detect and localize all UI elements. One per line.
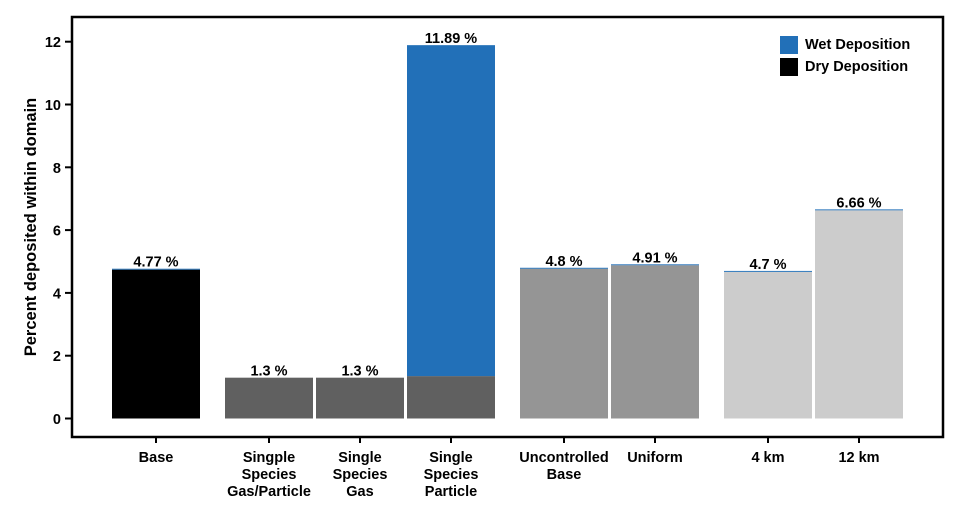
y-tick-label-12: 12: [45, 35, 61, 51]
legend-item-wet: Wet Deposition: [780, 34, 910, 56]
plot-frame: [70, 15, 945, 439]
data-label-0: 4.77 %: [133, 255, 178, 271]
legend-label-dry: Dry Deposition: [805, 59, 909, 75]
data-label-7: 6.66 %: [836, 195, 881, 211]
x-tick-label-3-1: Species: [424, 467, 479, 483]
bar-wet-3: [407, 45, 495, 377]
x-tick-label-4-1: Base: [547, 467, 582, 483]
legend-label-wet: Wet Deposition: [805, 37, 911, 53]
x-tick-label-6-0: 4 km: [751, 450, 784, 466]
bar-dry-1: [225, 377, 313, 419]
y-tick-label-10: 10: [45, 98, 61, 114]
x-tick-label-2-0: Single: [338, 450, 382, 466]
bar-dry-7: [815, 210, 903, 419]
legend: Wet Deposition Dry Deposition: [780, 34, 910, 78]
x-tick-label-5-0: Uniform: [627, 450, 683, 466]
legend-swatch-wet: [780, 36, 798, 54]
x-tick-label-3-2: Particle: [425, 484, 477, 500]
y-tick-label-8: 8: [53, 161, 61, 177]
data-label-6: 4.7 %: [749, 257, 786, 273]
y-tick-label-6: 6: [53, 224, 61, 240]
x-tick-label-7-0: 12 km: [838, 450, 879, 466]
x-tick-label-2-2: Gas: [346, 484, 373, 500]
bar-wet-5: [611, 264, 699, 266]
bar-dry-3: [407, 376, 495, 419]
bar-dry-6: [724, 271, 812, 419]
bar-wet-0: [112, 268, 200, 270]
data-label-2: 1.3 %: [341, 364, 378, 380]
bar-dry-4: [520, 268, 608, 419]
bar-dry-5: [611, 265, 699, 419]
legend-item-dry: Dry Deposition: [780, 56, 910, 78]
bar-wet-6: [724, 270, 812, 272]
y-tick-label-0: 0: [53, 412, 61, 428]
x-tick-label-3-0: Single: [429, 450, 473, 466]
x-tick-label-0-0: Base: [139, 450, 174, 466]
bar-dry-2: [316, 377, 404, 419]
y-tick-label-2: 2: [53, 349, 61, 365]
x-tick-label-1-1: Species: [242, 467, 297, 483]
legend-swatch-dry: [780, 58, 798, 76]
data-label-1: 1.3 %: [250, 364, 287, 380]
data-label-3: 11.89 %: [425, 31, 478, 47]
x-tick-label-4-0: Uncontrolled: [519, 450, 608, 466]
bar-wet-7: [815, 209, 903, 211]
y-axis-label: Percent deposited within domain: [22, 98, 40, 357]
data-label-5: 4.91 %: [632, 250, 677, 266]
x-tick-label-1-2: Gas/Particle: [227, 484, 311, 500]
x-tick-label-1-0: Singple: [243, 450, 295, 466]
bar-wet-4: [520, 267, 608, 269]
bar-dry-0: [112, 269, 200, 419]
y-tick-label-4: 4: [53, 286, 61, 302]
data-label-4: 4.8 %: [545, 254, 582, 270]
x-tick-label-2-1: Species: [333, 467, 388, 483]
